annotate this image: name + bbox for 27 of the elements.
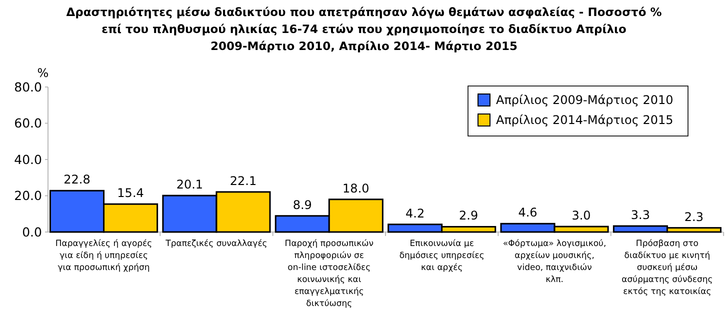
- x-tick-label: Επικοινωνία με δημόσιες υπηρεσίες και αρχές: [399, 239, 484, 273]
- data-label: 2.3: [684, 210, 704, 224]
- data-label: 22.1: [230, 174, 257, 188]
- y-axis-title: %: [37, 66, 49, 80]
- x-tick-label: Τραπεζικές συναλλαγές: [164, 239, 268, 249]
- data-label: 4.2: [406, 206, 425, 220]
- data-label: 8.9: [292, 198, 312, 212]
- x-tick-label: «Φόρτωμα» λογισμικού, αρχείων μουσικής, video, παιχνιδιών κλπ.: [502, 239, 606, 285]
- y-tick-label: 0.0: [22, 224, 42, 240]
- y-tick-label: 20.0: [14, 188, 42, 204]
- x-tick-label: Πρόσβαση στο διαδίκτυο με κινητή συσκευή μέσω ασύρματης σύνδεσης εκτός της κατοικίας: [622, 239, 713, 297]
- data-label: 15.4: [117, 186, 144, 200]
- data-label: 2.9: [459, 208, 478, 223]
- data-label: 4.6: [518, 206, 538, 220]
- data-label: 18.0: [342, 181, 370, 196]
- data-label: 20.1: [176, 178, 204, 192]
- data-label: 3.3: [630, 208, 650, 222]
- legend-label: Απρίλιος 2009-Μάρτιος 2010: [496, 93, 674, 108]
- y-tick-label: 80.0: [14, 79, 42, 94]
- x-tick-label: Παροχή προσωπικών πληροφοριών σε on-line ιστοσελίδες κοινωνικής και επαγγελματικής δικτύωσης: [284, 239, 374, 309]
- data-label: 3.0: [572, 208, 591, 223]
- y-tick-label: 40.0: [14, 152, 42, 167]
- data-label: 22.8: [64, 172, 90, 187]
- legend-label: Απρίλιος 2014-Μάρτιος 2015: [496, 113, 674, 128]
- y-tick-label: 60.0: [14, 116, 42, 131]
- x-tick-label: Παραγγελίες ή αγορές για είδη ή υπηρεσίες για προσωπική χρήση: [55, 239, 152, 273]
- chart-title: Δραστηριότητες μέσω διαδικτύου που απετράπησαν λόγω θεμάτων ασφαλείας - Ποσοστό % επί του πληθυσμού ηλικίας 16-74 ετών που χρησιμοποίησε το διαδίκτυο Απρίλιο 2009-Μάρτιο 2010, Απρίλιο 2014- Μάρτιο 2015: [66, 5, 662, 53]
